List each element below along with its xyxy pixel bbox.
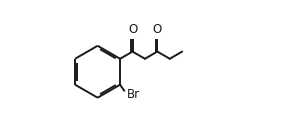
Text: O: O	[128, 23, 137, 36]
Text: O: O	[153, 23, 162, 36]
Text: Br: Br	[127, 88, 140, 101]
